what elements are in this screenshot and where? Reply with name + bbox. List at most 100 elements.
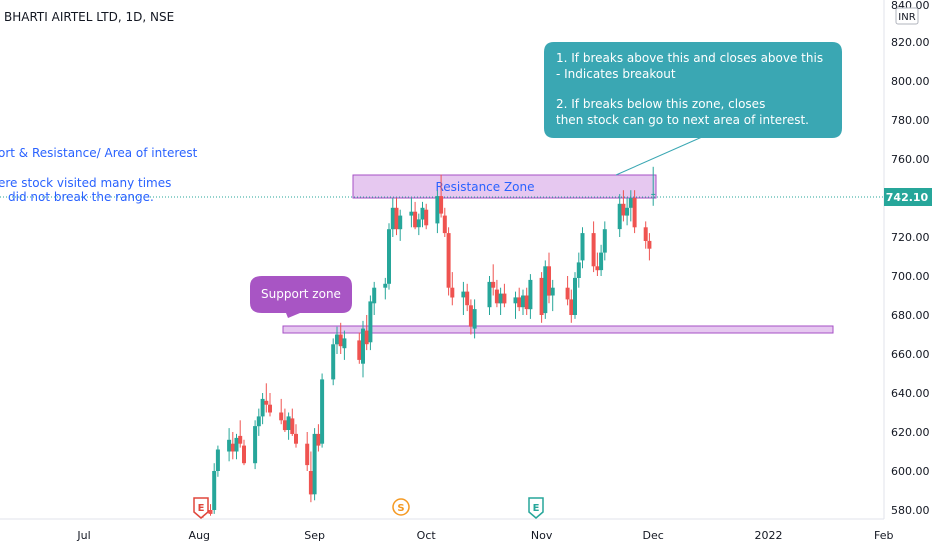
candle[interactable] [364, 315, 369, 351]
candle[interactable] [290, 408, 295, 436]
candle[interactable] [517, 287, 522, 312]
candle[interactable] [498, 287, 503, 315]
candle[interactable] [208, 504, 213, 516]
candle[interactable] [461, 281, 466, 315]
candle[interactable] [215, 445, 220, 477]
candle[interactable] [521, 289, 525, 315]
candle[interactable] [413, 201, 418, 230]
candle[interactable] [282, 408, 287, 432]
candle[interactable] [647, 233, 652, 261]
candle[interactable] [599, 244, 604, 276]
candle[interactable] [569, 289, 574, 323]
candle[interactable] [465, 283, 470, 312]
support-zone[interactable] [282, 325, 834, 334]
candle[interactable] [312, 428, 317, 501]
candle[interactable] [387, 223, 391, 290]
candle[interactable] [394, 198, 399, 236]
candle[interactable] [335, 326, 339, 354]
candle[interactable] [573, 272, 577, 319]
candle[interactable] [420, 201, 425, 228]
candle[interactable] [286, 412, 291, 440]
candle[interactable] [361, 320, 365, 378]
candle[interactable] [494, 279, 499, 308]
candle[interactable] [580, 227, 585, 269]
candle[interactable] [390, 198, 395, 237]
candle[interactable] [383, 277, 388, 300]
candle-body [472, 309, 477, 329]
candle[interactable] [264, 383, 269, 413]
candle[interactable] [602, 221, 607, 261]
candle[interactable] [305, 432, 310, 471]
candle[interactable] [547, 252, 551, 304]
candle[interactable] [357, 332, 362, 364]
candle[interactable] [256, 408, 261, 436]
candle[interactable] [435, 190, 440, 234]
candle[interactable] [260, 393, 265, 425]
candle[interactable] [242, 439, 246, 466]
candle[interactable] [565, 276, 570, 306]
candle[interactable] [628, 190, 633, 222]
candle[interactable] [651, 166, 656, 206]
candle[interactable] [238, 420, 243, 448]
candle[interactable] [316, 424, 321, 452]
candle[interactable] [398, 209, 403, 241]
candle-body [398, 215, 403, 230]
currency-badge[interactable]: INR [895, 7, 919, 25]
candle[interactable] [543, 260, 548, 319]
breakout-callout[interactable]: 1. If breaks above this and closes above… [544, 42, 842, 176]
candle[interactable] [643, 221, 648, 249]
earnings-marker-oct[interactable]: E [528, 497, 544, 519]
candle[interactable] [491, 264, 496, 296]
candle[interactable] [617, 194, 622, 237]
candle[interactable] [442, 207, 447, 237]
price-axis[interactable]: 840.00 INR 820.00800.00780.00760.00740.0… [883, 0, 932, 519]
candle[interactable] [539, 272, 544, 323]
candle[interactable] [468, 299, 473, 335]
resistance-zone[interactable] [352, 174, 657, 199]
candle[interactable] [338, 322, 343, 354]
candle[interactable] [294, 424, 298, 448]
candle[interactable] [227, 428, 232, 462]
split-marker-sep[interactable]: S [392, 498, 410, 516]
candle[interactable] [368, 295, 373, 351]
candle[interactable] [621, 190, 626, 222]
candle[interactable] [416, 213, 421, 236]
candle[interactable] [253, 420, 258, 470]
candle[interactable] [576, 252, 581, 288]
candle[interactable] [632, 190, 637, 234]
support-callout[interactable]: Support zone [250, 276, 352, 318]
candle[interactable] [513, 291, 518, 319]
candle[interactable] [487, 276, 492, 315]
candle[interactable] [550, 279, 555, 312]
candle[interactable] [308, 451, 313, 503]
price-axis-bg [884, 0, 932, 519]
earnings-marker-aug[interactable]: E [193, 497, 209, 519]
candle[interactable] [439, 174, 444, 218]
candle[interactable] [331, 338, 336, 386]
candle[interactable] [424, 203, 429, 230]
candle[interactable] [230, 432, 235, 460]
candle[interactable] [591, 221, 596, 273]
candle-body [651, 193, 656, 195]
candle[interactable] [524, 287, 529, 315]
candle[interactable] [234, 433, 239, 460]
time-axis[interactable]: Jul Aug Sep Oct Nov Dec 2022 Feb [0, 518, 932, 550]
candle[interactable] [450, 272, 455, 306]
time-tick-label: Nov [531, 529, 553, 542]
candle[interactable] [212, 463, 217, 514]
candle[interactable] [279, 398, 284, 425]
candle[interactable] [342, 330, 347, 360]
candle[interactable] [268, 393, 272, 417]
candle[interactable] [320, 373, 325, 448]
candle[interactable] [625, 198, 630, 226]
candle[interactable] [372, 281, 377, 315]
callout-line3: 2. If breaks below this zone, closes [556, 97, 765, 111]
candle[interactable] [472, 299, 477, 339]
candle-body [294, 433, 298, 444]
candle[interactable] [528, 274, 533, 319]
candle[interactable] [502, 283, 507, 308]
candle[interactable] [409, 198, 414, 228]
candle[interactable] [446, 227, 451, 296]
candle[interactable] [595, 252, 600, 276]
